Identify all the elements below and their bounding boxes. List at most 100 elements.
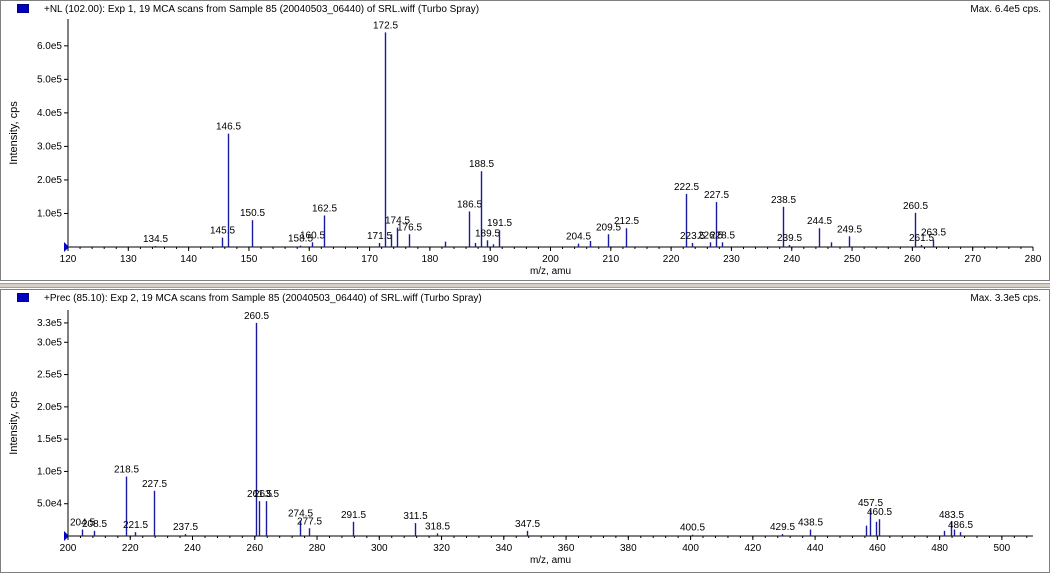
x-tick-label: 270 (964, 254, 981, 265)
y-tick-label: 1.0e5 (37, 208, 62, 219)
peak-label: 226.5 (698, 230, 723, 241)
peak-label: 227.5 (704, 190, 729, 201)
x-tick-label: 280 (309, 543, 326, 554)
panel-title-1: +NL (102.00): Exp 1, 19 MCA scans from S… (44, 4, 480, 15)
peak-label: 237.5 (173, 522, 198, 533)
peak-label: 238.5 (771, 195, 796, 206)
peak-label: 209.5 (596, 222, 621, 233)
x-tick-label: 260 (246, 543, 263, 554)
y-tick-label: 4.0e5 (37, 108, 62, 119)
x-tick-label: 150 (241, 254, 258, 265)
x-axis-label: m/z, amu (530, 555, 571, 566)
origin-marker-icon (64, 531, 69, 541)
x-tick-label: 380 (620, 543, 637, 554)
series-marker-icon[interactable] (17, 4, 29, 13)
peak-label: 176.5 (397, 222, 422, 233)
series-marker-icon[interactable] (17, 293, 29, 302)
y-axis-label: Intensity, cps (8, 391, 20, 455)
x-tick-label: 170 (361, 254, 378, 265)
x-tick-label: 240 (184, 543, 201, 554)
y-tick-label: 6.0e5 (37, 41, 62, 52)
x-tick-label: 200 (60, 543, 77, 554)
peak-label: 204.5 (70, 518, 95, 529)
x-tick-label: 460 (869, 543, 886, 554)
peak-label: 171.5 (367, 231, 392, 242)
x-tick-label: 140 (180, 254, 197, 265)
x-tick-label: 500 (994, 543, 1011, 554)
x-tick-label: 190 (482, 254, 499, 265)
peak-label: 347.5 (515, 519, 540, 530)
y-tick-label: 3.0e5 (37, 141, 62, 152)
peak-label: 277.5 (297, 516, 322, 527)
peak-label: 186.5 (457, 199, 482, 210)
peak-label: 291.5 (341, 510, 366, 521)
peak-label: 438.5 (798, 518, 823, 529)
max-intensity-2: Max. 3.3e5 cps. (970, 293, 1041, 304)
peak-label: 174.5 (385, 216, 410, 227)
peak-label: 249.5 (837, 224, 862, 235)
peak-label: 208.5 (82, 519, 107, 530)
peak-label: 134.5 (143, 234, 168, 245)
y-tick-label: 1.0e5 (37, 466, 62, 477)
spectrum-chart-2[interactable]: 200 220 240 260 280 300 320 340 360 380 400 420 440 4… (1, 290, 1049, 572)
max-intensity-1: Max. 6.4e5 cps. (970, 4, 1041, 15)
x-tick-label: 180 (422, 254, 439, 265)
peak-label: 189.5 (475, 228, 500, 239)
x-tick-label: 400 (682, 543, 699, 554)
peak-label: 160.5 (300, 230, 325, 241)
origin-marker-icon (64, 242, 69, 252)
x-tick-label: 340 (495, 543, 512, 554)
peak-label: 318.5 (425, 521, 450, 532)
peak-label: 145.5 (210, 226, 235, 237)
peak-label: 486.5 (948, 520, 973, 531)
peak-label: 274.5 (288, 509, 313, 520)
peak-label: 221.5 (123, 520, 148, 531)
peak-label: 260.5 (244, 311, 269, 322)
spectrum-panel-1: +NL (102.00): Exp 1, 19 MCA scans from S… (0, 0, 1050, 281)
peak-label: 227.5 (142, 479, 167, 490)
x-tick-label: 160 (301, 254, 318, 265)
panel-header-2: +Prec (85.10): Exp 2, 19 MCA scans from … (1, 290, 1049, 307)
peak-label: 429.5 (770, 522, 795, 533)
x-tick-label: 480 (931, 543, 948, 554)
peak-label: 260.5 (903, 201, 928, 212)
peak-label: 212.5 (614, 216, 639, 227)
y-axis-label: Intensity, cps (8, 101, 20, 165)
peak-label: 457.5 (858, 498, 883, 509)
y-tick-label: 5.0e5 (37, 74, 62, 85)
x-tick-label: 240 (783, 254, 800, 265)
peak-label: 483.5 (939, 510, 964, 521)
x-tick-label: 230 (723, 254, 740, 265)
peak-label: 218.5 (114, 465, 139, 476)
spectrum-panel-2: +Prec (85.10): Exp 2, 19 MCA scans from … (0, 289, 1050, 573)
x-tick-label: 300 (371, 543, 388, 554)
peak-label: 222.5 (674, 182, 699, 193)
spectrum-chart-1[interactable]: 120 130 140 150 160 170 180 190 200 210 220 230 240 2… (1, 1, 1049, 280)
peak-label: 172.5 (373, 20, 398, 31)
panel-header-1: +NL (102.00): Exp 1, 19 MCA scans from S… (1, 1, 1049, 18)
y-tick-label: 5.0e4 (37, 499, 62, 510)
x-tick-label: 120 (60, 254, 77, 265)
y-tick-label: 2.0e5 (37, 175, 62, 186)
x-tick-label: 260 (904, 254, 921, 265)
y-tick-label: 1.5e5 (37, 434, 62, 445)
x-tick-label: 220 (663, 254, 680, 265)
y-tick-label: 2.0e5 (37, 402, 62, 413)
x-axis-label: m/z, amu (530, 266, 571, 277)
peak-label: 261.5 (247, 489, 272, 500)
y-tick-label: 3.3e5 (37, 318, 62, 329)
peak-label: 162.5 (312, 203, 337, 214)
x-tick-label: 210 (602, 254, 619, 265)
x-tick-label: 220 (122, 543, 139, 554)
x-tick-label: 320 (433, 543, 450, 554)
peak-label: 244.5 (807, 216, 832, 227)
peak-label: 146.5 (216, 122, 241, 133)
peak-label: 228.5 (710, 230, 735, 241)
peak-label: 191.5 (487, 218, 512, 229)
panel-divider[interactable] (0, 283, 1050, 288)
peak-label: 204.5 (566, 232, 591, 243)
panel-title-2: +Prec (85.10): Exp 2, 19 MCA scans from … (44, 293, 482, 304)
peak-label: 239.5 (777, 233, 802, 244)
x-tick-label: 280 (1025, 254, 1042, 265)
x-tick-label: 360 (558, 543, 575, 554)
